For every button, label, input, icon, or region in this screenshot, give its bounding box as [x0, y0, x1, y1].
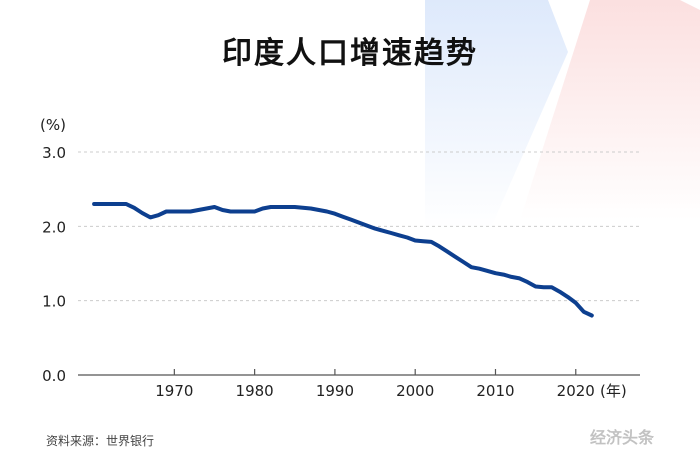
watermark: 经济头条 — [590, 428, 655, 447]
source-note: 资料来源：世界银行 — [46, 434, 155, 448]
y-tick-label: 2.0 — [42, 218, 66, 236]
y-tick-label: 1.0 — [42, 293, 66, 311]
x-tick-label: 1970 — [155, 382, 193, 400]
background-red-shape — [520, 0, 700, 220]
y-tick-label: 0.0 — [42, 367, 66, 385]
x-tick-label: 1990 — [316, 382, 354, 400]
x-tick-label: 2020 — [557, 382, 595, 400]
background-blue-shape — [425, 0, 568, 230]
y-axis-label: (%) — [40, 116, 66, 134]
x-tick-label: 1980 — [236, 382, 274, 400]
series-line — [92, 202, 594, 318]
x-tick-label: 2010 — [476, 382, 514, 400]
page-title: 印度人口增速趋势 — [222, 36, 478, 71]
x-tick-label: 2000 — [396, 382, 434, 400]
x-axis-label: (年) — [600, 382, 627, 400]
y-tick-label: 3.0 — [42, 144, 66, 162]
